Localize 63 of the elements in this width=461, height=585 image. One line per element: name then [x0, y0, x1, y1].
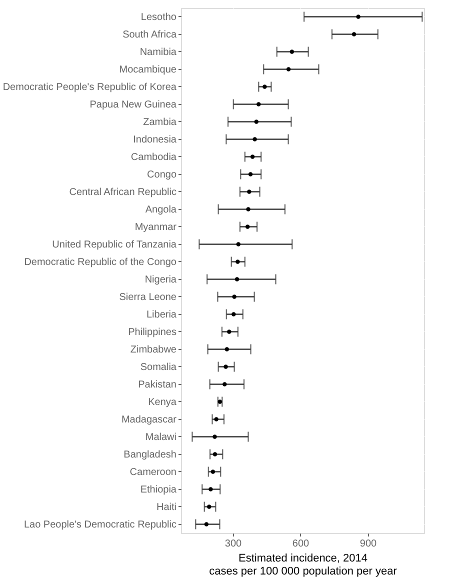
y-tick-label: Cambodia: [130, 152, 177, 163]
y-tick-label: Somalia: [140, 362, 177, 373]
y-tick-label: Haiti: [156, 502, 176, 513]
y-tick-label: Lao People's Democratic Republic: [24, 519, 176, 530]
y-tick-label: Democratic People's Republic of Korea: [2, 82, 177, 93]
y-tick-label: Zimbabwe: [130, 344, 177, 356]
x-tick-label: 900: [360, 538, 378, 550]
point: [256, 102, 261, 106]
point: [232, 312, 236, 316]
y-tick-label: Zambia: [143, 116, 177, 128]
point: [234, 277, 240, 282]
point: [245, 224, 250, 229]
point: [204, 522, 209, 526]
point: [352, 32, 356, 36]
point: [254, 120, 258, 124]
point: [227, 330, 232, 334]
x-tick-label: 300: [224, 538, 242, 550]
point: [207, 504, 212, 509]
point: [262, 84, 267, 89]
y-tick-label: Central African Republic: [69, 186, 176, 198]
point: [232, 294, 236, 299]
point: [356, 14, 360, 19]
point: [208, 487, 213, 492]
point: [212, 452, 218, 456]
x-axis-title: Estimated incidence, 2014 cases per 100 000 population per year: [209, 552, 398, 578]
y-tick-label: Madagascar: [121, 414, 178, 426]
point: [286, 67, 291, 72]
y-tick-label: Congo: [147, 169, 177, 180]
y-tick-label: Namibia: [140, 46, 177, 58]
point: [212, 434, 217, 439]
point: [224, 347, 230, 352]
y-tick-label: Mocambique: [119, 64, 177, 76]
y-tick-label: Bangladesh: [124, 449, 176, 460]
point: [224, 364, 228, 369]
y-tick-label: South Africa: [122, 29, 177, 40]
point: [248, 172, 253, 176]
y-tick-label: United Republic of Tanzania: [52, 239, 177, 250]
y-tick-label: Kenya: [148, 396, 177, 408]
y-tick-label: Philippines: [128, 326, 176, 338]
point: [252, 137, 257, 142]
x-tick-label: 600: [292, 538, 310, 550]
y-tick-label: Indonesia: [133, 134, 177, 146]
point: [246, 207, 250, 212]
y-tick-label: Pakistan: [138, 379, 176, 390]
y-tick-label: Nigeria: [144, 274, 177, 286]
y-tick-label: Lesotho: [140, 12, 177, 23]
point: [290, 50, 294, 54]
y-tick-label: Papua New Guinea: [90, 99, 177, 110]
point: [236, 242, 240, 246]
point: [222, 382, 227, 386]
y-tick-label: Liberia: [146, 309, 177, 320]
point: [214, 417, 218, 422]
y-tick-label: Cameroon: [130, 466, 176, 478]
point: [236, 260, 240, 264]
y-tick-label: Angola: [145, 204, 177, 216]
y-tick-label: Malawi: [145, 432, 176, 443]
y-tick-label: Democratic Republic of the Congo: [24, 256, 177, 268]
y-tick-label: Myanmar: [134, 222, 178, 233]
point: [247, 190, 252, 194]
y-tick-label: Sierra Leone: [119, 292, 177, 303]
point: [210, 470, 216, 474]
point: [250, 154, 255, 159]
y-tick-label: Ethiopia: [140, 484, 177, 496]
